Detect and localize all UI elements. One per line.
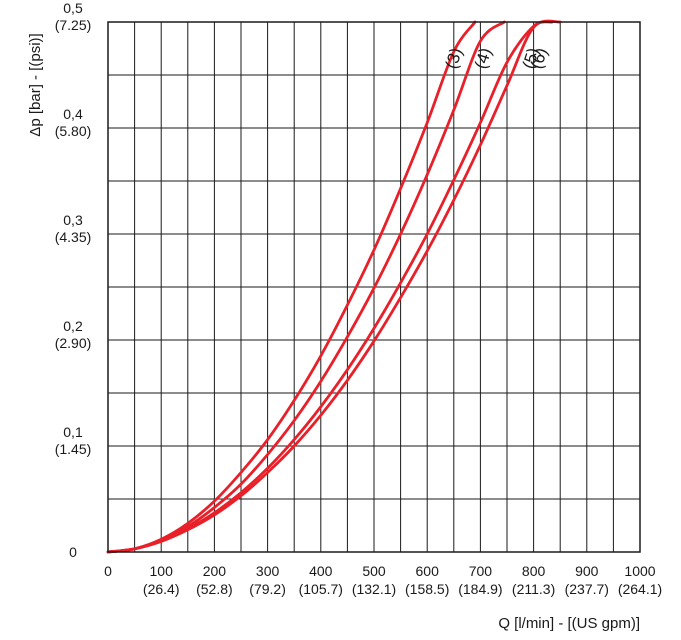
y-tick-sublabel: (4.35) <box>55 229 92 245</box>
x-tick-sublabel: (158.5) <box>405 581 449 597</box>
y-tick-label: 0,5 <box>63 0 83 16</box>
y-axis-ticks: 0 0,1(1.45) 0,2(2.90) 0,3(4.35) 0,4(5.80) 0,5… <box>55 0 92 560</box>
x-tick-label: 700 <box>469 563 493 579</box>
x-tick-label: 300 <box>256 563 280 579</box>
x-tick-sublabel: (132.1) <box>352 581 396 597</box>
y-tick-sublabel: (7.25) <box>55 17 92 33</box>
y-tick-label: 0,3 <box>63 212 83 228</box>
x-tick-sublabel: (105.7) <box>299 581 343 597</box>
series-label: (3) <box>442 45 466 71</box>
x-tick-sublabel: (264.1) <box>618 581 662 597</box>
x-tick-sublabel: (237.7) <box>565 581 609 597</box>
x-axis-label: Q [l/min] - [(US gpm)] <box>498 615 640 632</box>
y-tick-sublabel: (5.80) <box>55 123 92 139</box>
grid <box>108 22 640 552</box>
x-tick-sublabel: (52.8) <box>196 581 233 597</box>
y-axis-label: Δp [bar] - [(psi)] <box>27 33 44 136</box>
x-tick-label: 900 <box>575 563 599 579</box>
x-tick-sublabel: (26.4) <box>143 581 180 597</box>
x-tick-sublabel: (79.2) <box>249 581 286 597</box>
y-tick-label: 0 <box>69 544 77 560</box>
x-tick-label: 200 <box>203 563 227 579</box>
y-tick-label: 0,2 <box>63 318 83 334</box>
y-tick-sublabel: (1.45) <box>55 441 92 457</box>
y-tick-label: 0,1 <box>63 424 83 440</box>
series-label: (4) <box>471 45 495 71</box>
x-tick-label: 0 <box>104 563 112 579</box>
x-tick-label: 600 <box>416 563 440 579</box>
x-tick-sublabel: (184.9) <box>458 581 502 597</box>
x-tick-label: 500 <box>362 563 386 579</box>
series-labels: (3) (4) (5)(6) <box>442 45 552 71</box>
series-line <box>106 20 477 554</box>
x-axis-ticks: 0 100 (26.4) 200 (52.8) 300 (79.2) 400 (105.7) 50… <box>104 563 662 597</box>
x-tick-label: 400 <box>309 563 333 579</box>
x-tick-sublabel: (211.3) <box>512 581 555 597</box>
x-tick-label: 1000 <box>624 563 655 579</box>
series-group <box>106 19 562 554</box>
y-tick-label: 0,4 <box>63 106 83 122</box>
x-tick-label: 100 <box>150 563 174 579</box>
x-tick-label: 800 <box>522 563 546 579</box>
series-line <box>106 19 562 554</box>
y-tick-sublabel: (2.90) <box>55 335 92 351</box>
plot-frame <box>107 21 641 553</box>
